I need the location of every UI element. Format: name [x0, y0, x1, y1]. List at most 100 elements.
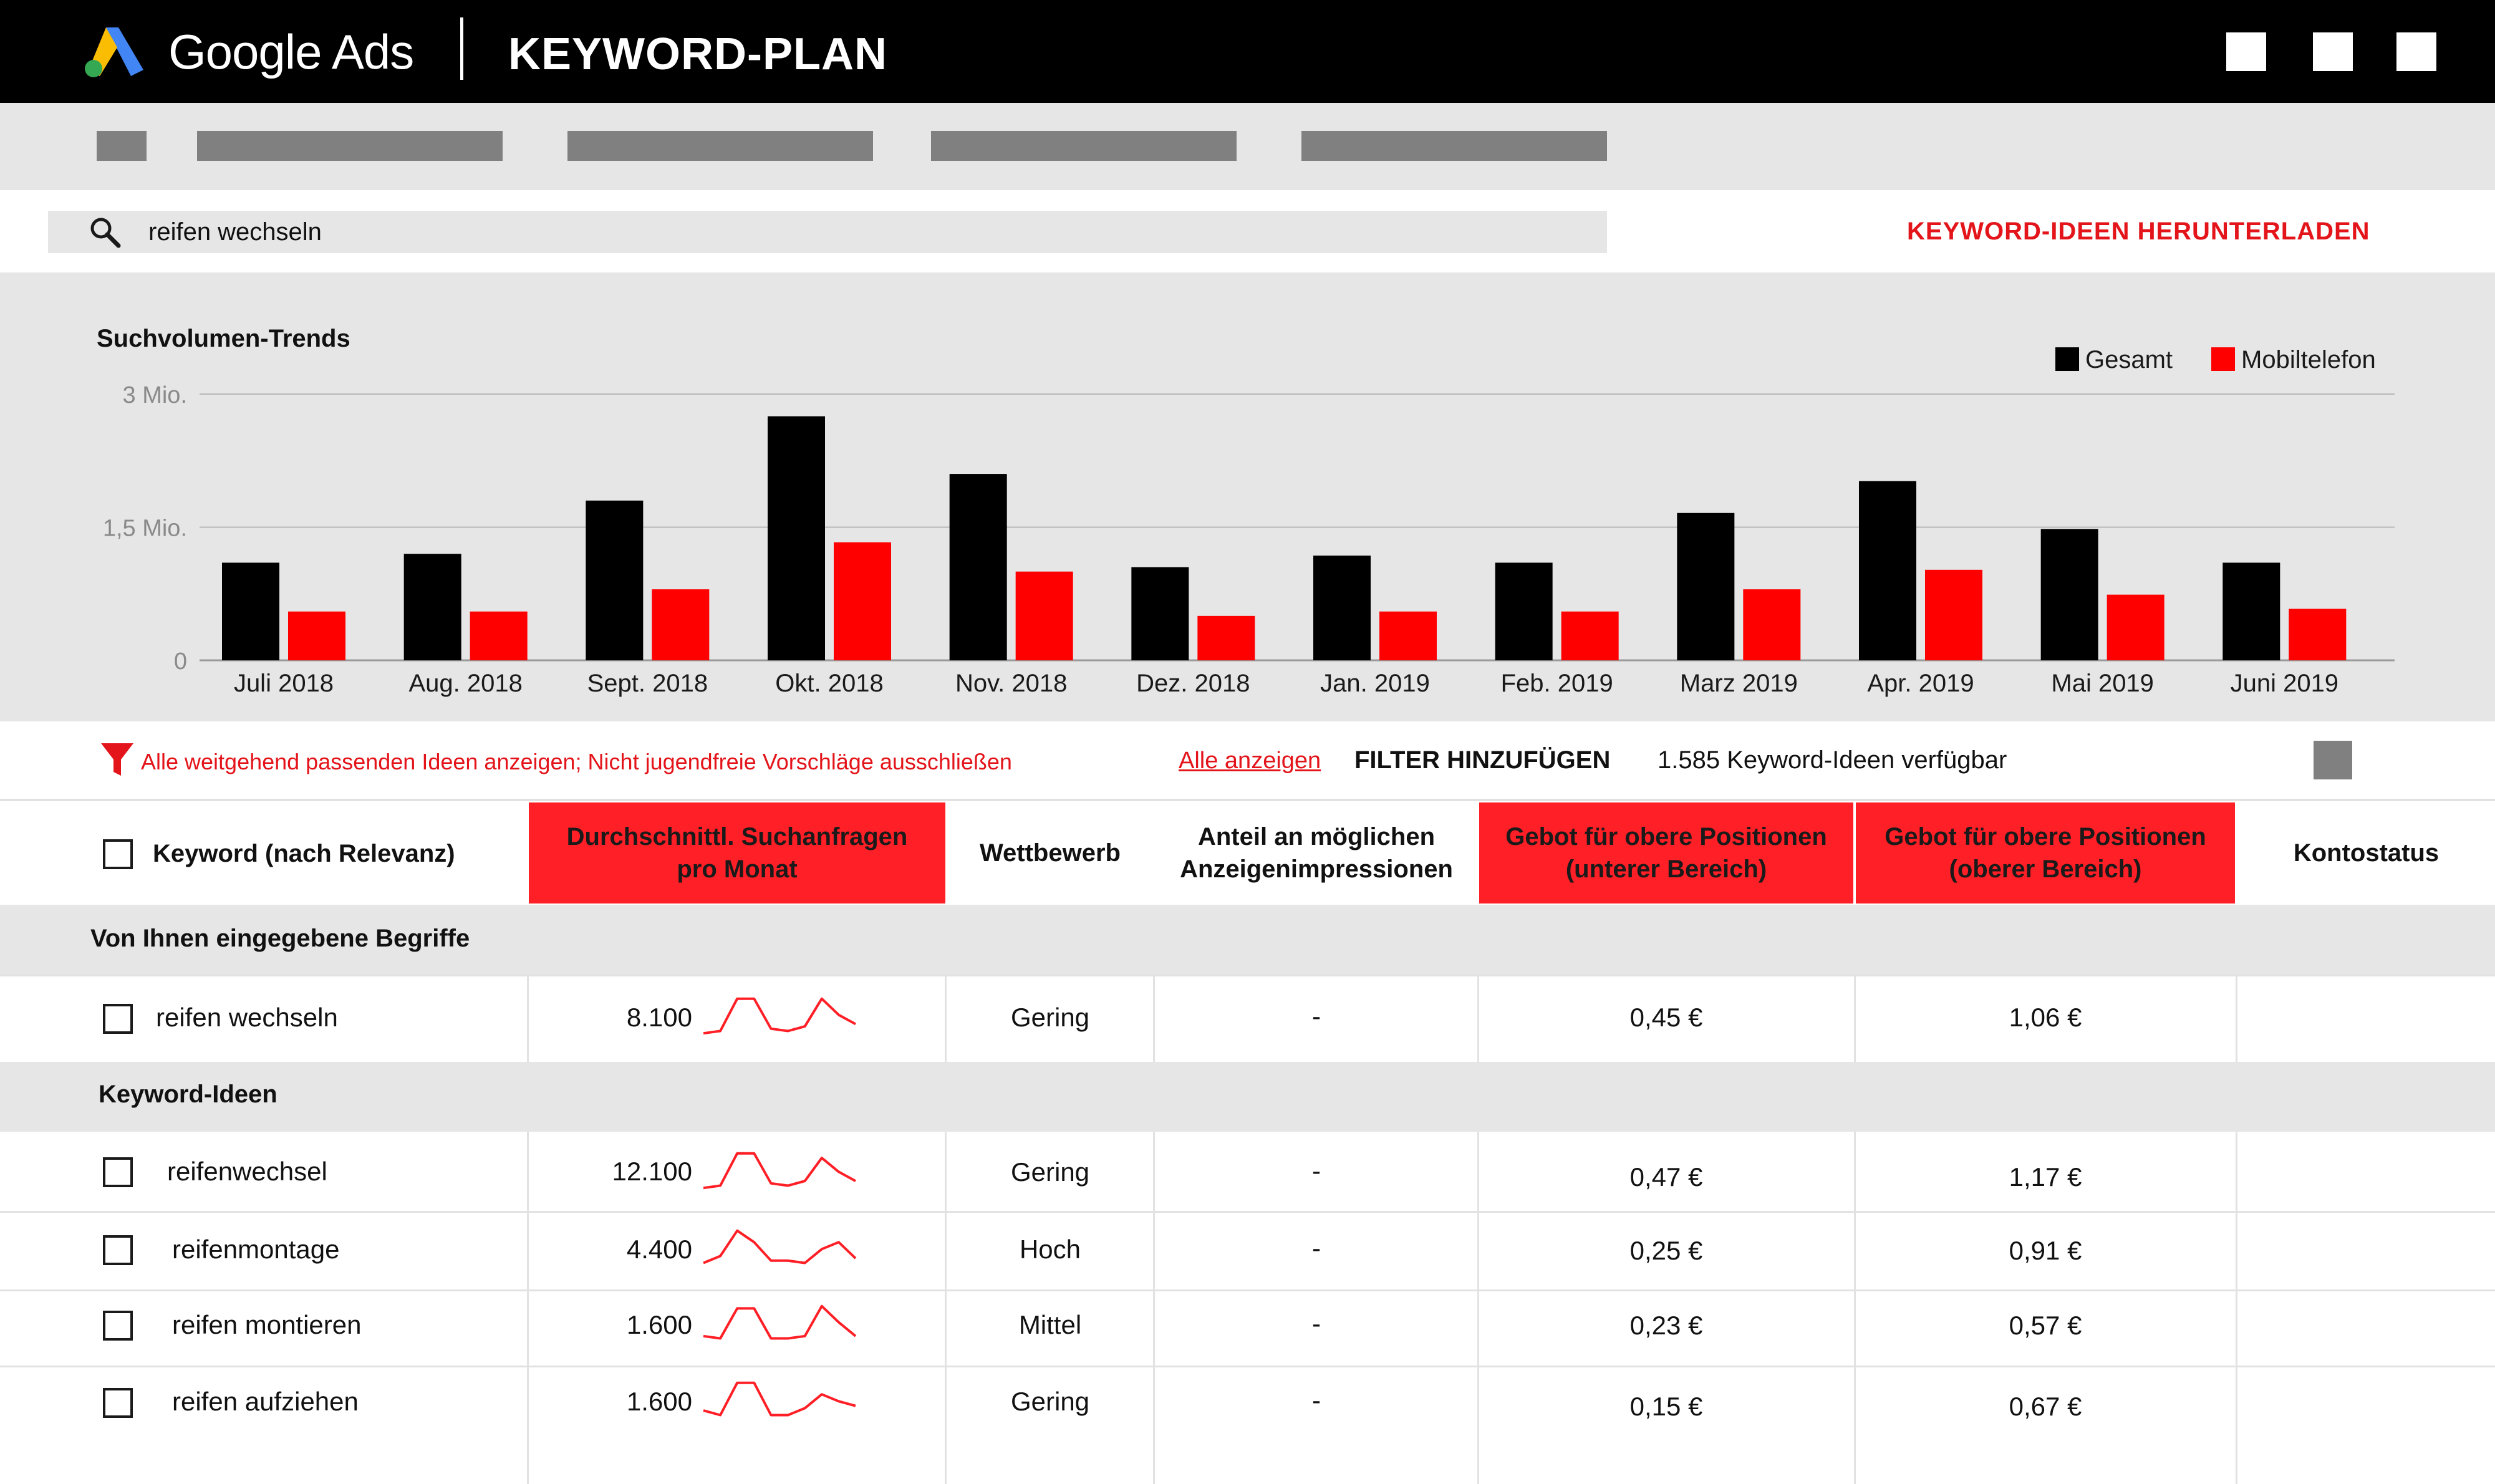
active-filter-text[interactable]: Alle weitgehend passenden Ideen anzeigen… [141, 749, 1012, 774]
header-keyword[interactable]: Keyword (nach Relevanz) [153, 840, 455, 867]
nav-placeholder-2[interactable] [197, 131, 503, 161]
bar-mobiltelefon[interactable] [1743, 589, 1801, 660]
legend-swatch [2211, 347, 2235, 371]
row-checkbox[interactable] [103, 1157, 133, 1187]
top-bar [0, 0, 2495, 103]
keyword-cell[interactable]: reifen montieren [172, 1310, 362, 1339]
legend-label: Mobiltelefon [2241, 346, 2376, 373]
x-tick-label: Okt. 2018 [775, 670, 883, 697]
trend-sparkline [703, 1152, 856, 1190]
keyword-cell[interactable]: reifenmontage [172, 1235, 340, 1264]
competition-cell: Gering [1010, 1157, 1090, 1187]
bar-gesamt[interactable] [1313, 556, 1371, 660]
row-checkbox-wrap [103, 1157, 133, 1187]
search-input[interactable] [148, 213, 1271, 251]
bid-high-cell: 0,57 € [2009, 1311, 2082, 1340]
section-keyword-ideas [0, 1062, 2495, 1132]
sparkline-path [703, 997, 856, 1035]
bar-gesamt[interactable] [586, 500, 644, 660]
bar-gesamt[interactable] [949, 474, 1007, 660]
x-tick-label: Dez. 2018 [1136, 670, 1250, 697]
bar-gesamt[interactable] [768, 416, 825, 660]
header-impression-share[interactable]: Anteil an möglichen Anzeigenimpressionen [1155, 802, 1478, 903]
window-button-1[interactable] [2226, 32, 2266, 71]
row-checkbox[interactable] [103, 1235, 133, 1265]
bar-mobiltelefon[interactable] [470, 611, 528, 660]
keyword-cell[interactable]: reifenwechsel [167, 1157, 327, 1186]
add-filter-button[interactable]: FILTER HINZUFÜGEN [1354, 746, 1611, 774]
sparkline-path [703, 1229, 857, 1265]
trend-sparkline [703, 1229, 857, 1265]
bid-high-cell: 1,17 € [2009, 1162, 2082, 1192]
bar-mobiltelefon[interactable] [834, 542, 891, 660]
search-icon[interactable] [87, 214, 125, 252]
trend-sparkline [703, 997, 856, 1035]
row-checkbox-wrap [103, 1235, 133, 1265]
bar-mobiltelefon[interactable] [2107, 594, 2164, 660]
keyword-cell[interactable]: reifen wechseln [156, 1003, 338, 1032]
bar-mobiltelefon[interactable] [1197, 615, 1255, 660]
window-button-2[interactable] [2313, 32, 2353, 71]
col-divider [1854, 1132, 1856, 1484]
bar-mobiltelefon[interactable] [1379, 611, 1437, 660]
bar-mobiltelefon[interactable] [1925, 569, 1982, 660]
header-avg-searches-line2: pro Monat [677, 855, 798, 883]
x-tick-label: Juni 2019 [2231, 670, 2338, 697]
col-divider [1477, 1132, 1479, 1484]
sparkline-path [703, 1152, 856, 1190]
row-checkbox[interactable] [103, 1388, 133, 1418]
searches-cell: 12.100 [612, 1157, 692, 1186]
impression-share-cell: - [1312, 1156, 1321, 1185]
col-divider [945, 975, 947, 1062]
bar-gesamt[interactable] [1495, 562, 1553, 660]
x-tick-label: Feb. 2019 [1501, 670, 1613, 697]
header-bid-low-line2: (unterer Bereich) [1565, 855, 1767, 883]
keyword-cell[interactable]: reifen aufziehen [172, 1387, 359, 1416]
bar-gesamt[interactable] [1677, 513, 1735, 660]
bar-mobiltelefon[interactable] [1561, 611, 1619, 660]
bar-mobiltelefon[interactable] [2289, 609, 2347, 660]
bar-mobiltelefon[interactable] [652, 589, 710, 660]
impression-share-cell: - [1312, 1233, 1321, 1263]
section-ideas-label: Keyword-Ideen [99, 1081, 277, 1108]
bid-low-cell: 0,45 € [1629, 1003, 1703, 1032]
bid-low-cell: 0,15 € [1629, 1392, 1703, 1421]
nav-placeholder-4[interactable] [931, 131, 1237, 161]
row-checkbox[interactable] [103, 1004, 133, 1034]
bar-gesamt[interactable] [1131, 567, 1189, 660]
bid-high-cell: 1,06 € [2009, 1003, 2082, 1032]
header-account-status[interactable]: Kontostatus [2237, 802, 2495, 903]
bar-mobiltelefon[interactable] [1015, 571, 1073, 660]
nav-placeholder-3[interactable] [567, 131, 873, 161]
header-competition[interactable]: Wettbewerb [947, 802, 1154, 903]
nav-placeholder-5[interactable] [1301, 131, 1607, 161]
x-tick-label: Jan. 2019 [1320, 670, 1430, 697]
google-ads-logo [85, 27, 143, 77]
filter-icon[interactable] [100, 741, 135, 778]
x-tick-label: Apr. 2019 [1867, 670, 1974, 697]
header-bid-high[interactable]: Gebot für obere Positionen (oberer Bereic… [1856, 802, 2235, 903]
brand-name: Google Ads [168, 24, 414, 79]
row-checkbox[interactable] [103, 1311, 133, 1341]
competition-cell: Gering [1010, 1003, 1090, 1032]
bar-gesamt[interactable] [222, 562, 279, 660]
bar-gesamt[interactable] [2040, 529, 2098, 660]
col-divider [2236, 1132, 2237, 1484]
x-tick-label: Marz 2019 [1680, 670, 1798, 697]
nav-placeholder-1[interactable] [97, 131, 147, 161]
bar-gesamt[interactable] [1859, 481, 1916, 660]
bar-gesamt[interactable] [403, 554, 461, 660]
legend-swatch [2055, 347, 2079, 371]
row-checkbox-wrap [103, 1004, 133, 1034]
bar-gesamt[interactable] [2222, 562, 2280, 660]
show-all-link[interactable]: Alle anzeigen [1179, 748, 1321, 774]
header-bid-low[interactable]: Gebot für obere Positionen (unterer Berei… [1479, 802, 1853, 903]
download-keyword-ideas-button[interactable]: KEYWORD-IDEEN HERUNTERLADEN [1907, 218, 2370, 245]
select-all-checkbox[interactable] [103, 839, 133, 869]
bar-mobiltelefon[interactable] [288, 611, 345, 660]
window-button-3[interactable] [2396, 32, 2436, 71]
ideas-count: 1.585 Keyword-Ideen verfügbar [1658, 746, 2007, 774]
header-avg-searches[interactable]: Durchschnittl. Suchanfragen pro Monat [529, 802, 945, 903]
select-all-checkbox-wrap [103, 839, 133, 869]
column-toggle-button[interactable] [2314, 741, 2352, 779]
